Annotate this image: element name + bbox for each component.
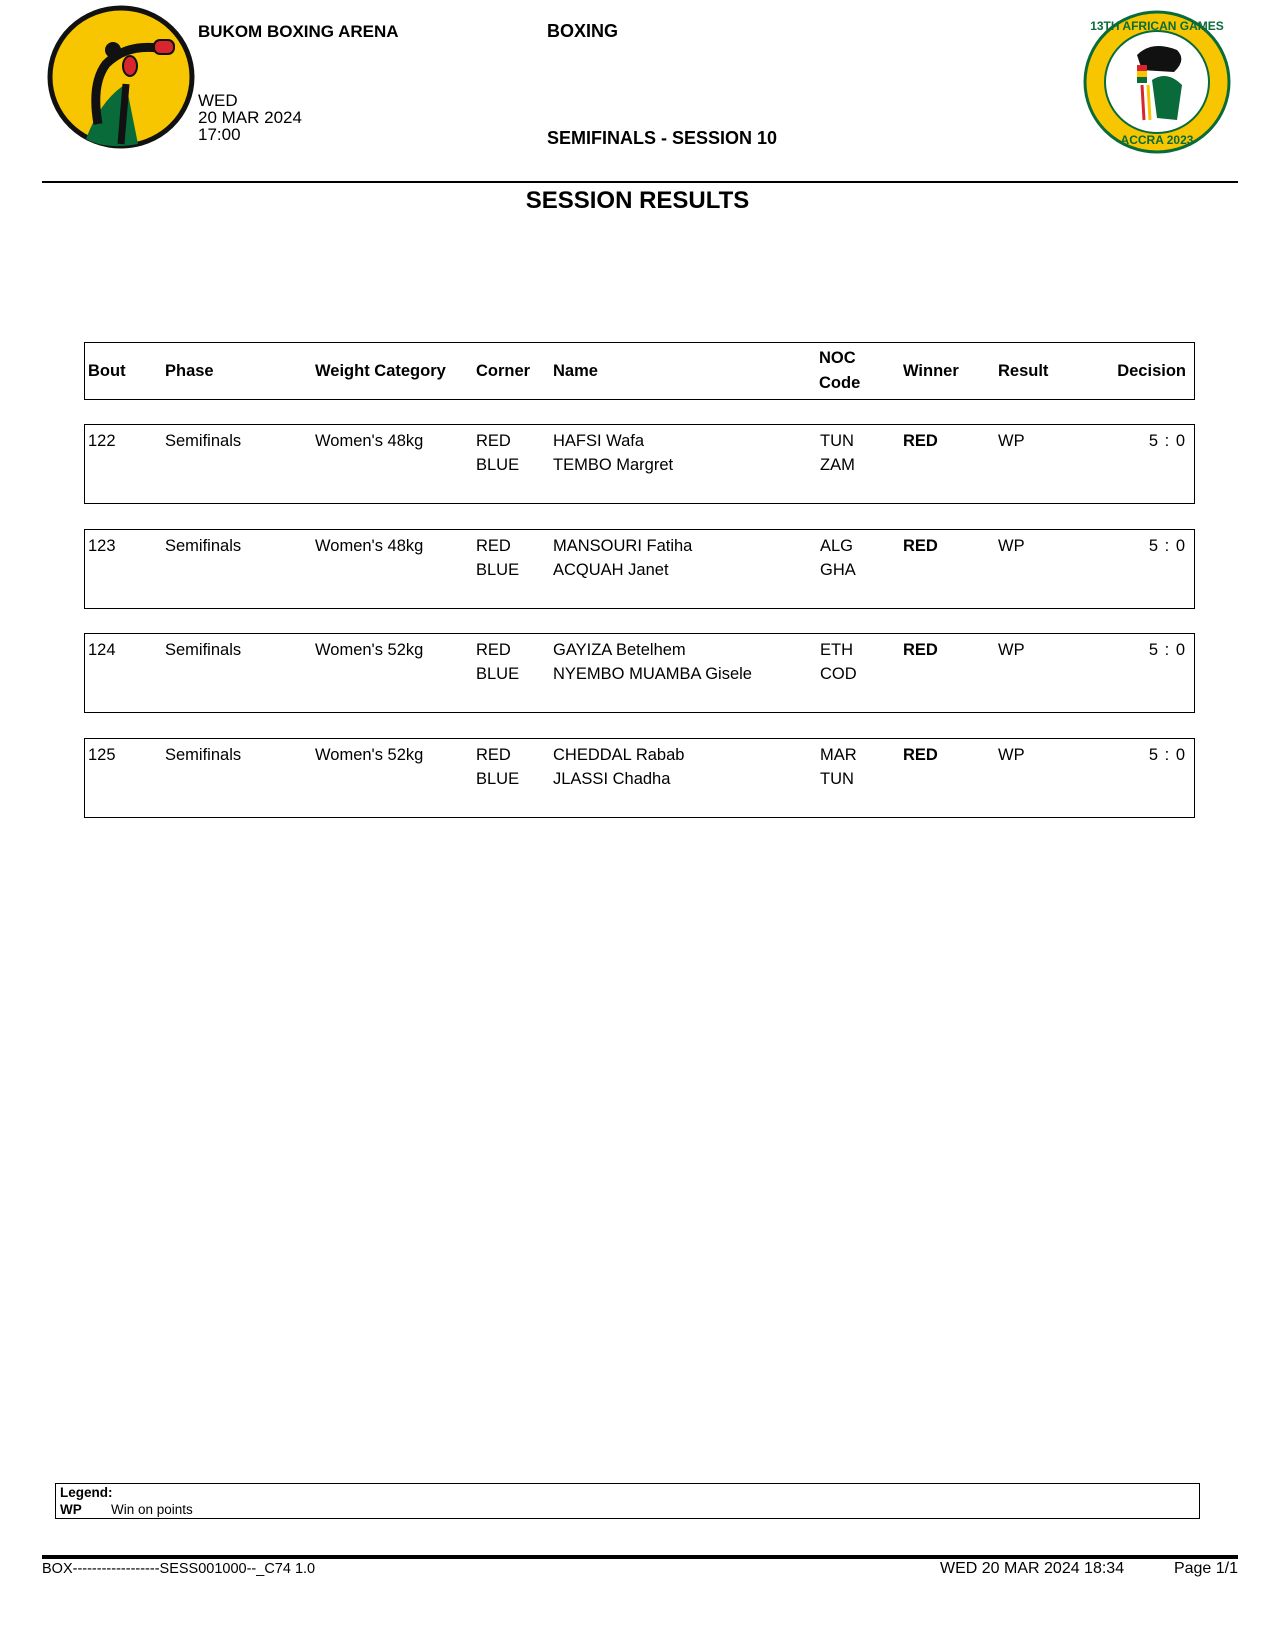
bout-row: 124 Semifinals Women's 52kg RED BLUE GAYIZA B… [84, 633, 1195, 713]
result: WP [998, 746, 1025, 764]
weight-category: Women's 52kg [315, 641, 424, 659]
venue-name: BUKOM BOXING ARENA [198, 22, 399, 41]
result: WP [998, 641, 1025, 659]
col-noc: NOC [819, 349, 856, 367]
boxer-blue: NYEMBO MUAMBA Gisele [553, 665, 752, 683]
corner-blue: BLUE [476, 665, 520, 683]
svg-text:13TH AFRICAN GAMES: 13TH AFRICAN GAMES [1090, 19, 1224, 33]
footer-page: Page 1/1 [1173, 1560, 1238, 1577]
corner-blue: BLUE [476, 770, 520, 788]
page-title: SESSION RESULTS [525, 187, 750, 214]
legend-meaning: Win on points [111, 1502, 193, 1517]
bout-row: 123 Semifinals Women's 48kg RED BLUE MANSOURI… [84, 529, 1195, 609]
noc-red: TUN [820, 432, 854, 450]
noc-red: ALG [820, 537, 854, 555]
col-noc-code: Code [819, 374, 861, 392]
col-weight: Weight Category [315, 362, 446, 380]
noc-blue: ZAM [820, 456, 855, 474]
noc-blue: GHA [820, 561, 856, 579]
legend-title: Legend: [60, 1485, 113, 1500]
winner: RED [903, 432, 938, 450]
phase: Semifinals [165, 432, 242, 450]
noc-blue: TUN [820, 770, 854, 788]
african-games-logo: 13TH AFRICAN GAMES ACCRA 2023 [1083, 10, 1231, 154]
footer-printed-date: WED 20 MAR 2024 18:34 [940, 1560, 1125, 1577]
footer-divider [42, 1555, 1238, 1559]
decision: 5 : 0 [1148, 432, 1186, 450]
weight-category: Women's 48kg [315, 432, 424, 450]
col-result: Result [998, 362, 1049, 380]
winner: RED [903, 641, 938, 659]
bout-number: 124 [88, 641, 116, 659]
session-date: 20 MAR 2024 [198, 108, 302, 127]
weight-category: Women's 52kg [315, 746, 424, 764]
col-bout: Bout [88, 362, 126, 380]
corner-blue: BLUE [476, 561, 520, 579]
corner-red: RED [476, 641, 511, 659]
sport-name: BOXING [547, 21, 619, 41]
decision: 5 : 0 [1148, 641, 1186, 659]
footer-code: BOX------------------SESS001000--_C74 1.… [42, 1561, 316, 1577]
result: WP [998, 537, 1025, 555]
bout-row: 125 Semifinals Women's 52kg RED BLUE CHEDDAL … [84, 738, 1195, 818]
legend-code: WP [60, 1502, 82, 1517]
boxer-red: GAYIZA Betelhem [553, 641, 686, 659]
svg-text:ACCRA 2023: ACCRA 2023 [1121, 133, 1194, 147]
bout-number: 125 [88, 746, 116, 764]
decision: 5 : 0 [1148, 537, 1186, 555]
bout-number: 123 [88, 537, 116, 555]
col-winner: Winner [903, 362, 959, 380]
corner-red: RED [476, 537, 511, 555]
boxer-red: CHEDDAL Rabab [553, 746, 685, 764]
decision: 5 : 0 [1148, 746, 1186, 764]
corner-red: RED [476, 746, 511, 764]
result: WP [998, 432, 1025, 450]
corner-red: RED [476, 432, 511, 450]
phase: Semifinals [165, 537, 242, 555]
phase: Semifinals [165, 641, 242, 659]
header-divider [42, 181, 1238, 183]
col-decision: Decision [1117, 362, 1186, 380]
bout-row: 122 Semifinals Women's 48kg RED BLUE HAFSI Wa… [84, 424, 1195, 504]
table-header: Bout Phase Weight Category Corner Name N… [84, 342, 1195, 400]
noc-blue: COD [820, 665, 857, 683]
noc-red: ETH [820, 641, 853, 659]
weight-category: Women's 48kg [315, 537, 424, 555]
boxer-red: HAFSI Wafa [553, 432, 645, 450]
noc-red: MAR [820, 746, 857, 764]
session-name: SEMIFINALS - SESSION 10 [547, 128, 778, 148]
bout-number: 122 [88, 432, 116, 450]
col-phase: Phase [165, 362, 214, 380]
session-time: 17:00 [198, 125, 241, 144]
phase: Semifinals [165, 746, 242, 764]
boxing-pictogram-logo [47, 5, 195, 149]
winner: RED [903, 537, 938, 555]
corner-blue: BLUE [476, 456, 520, 474]
boxer-red: MANSOURI Fatiha [553, 537, 693, 555]
boxer-blue: ACQUAH Janet [553, 561, 669, 579]
col-name: Name [553, 362, 598, 380]
winner: RED [903, 746, 938, 764]
boxer-blue: JLASSI Chadha [553, 770, 671, 788]
legend-box: Legend: WP Win on points [55, 1483, 1200, 1519]
boxer-blue: TEMBO Margret [553, 456, 674, 474]
session-day: WED [198, 91, 238, 110]
col-corner: Corner [476, 362, 531, 380]
